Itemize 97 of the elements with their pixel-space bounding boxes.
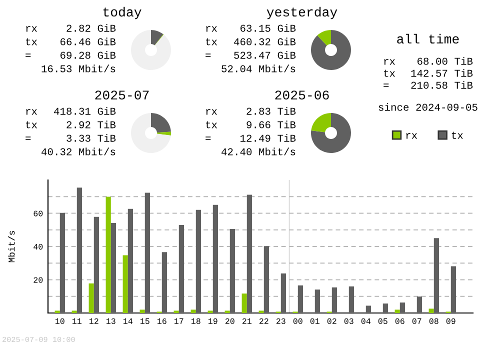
x-tick-label: 17 (174, 318, 184, 324)
bar (144, 192, 150, 313)
x-tick-label: 00 (293, 318, 302, 324)
y-axis-title: Mbit/s (8, 230, 15, 262)
text: rx 418.31 GiB (26, 107, 116, 115)
text: since 2024-09-05 (378, 103, 478, 111)
chart-title: 2025-07 (95, 90, 149, 100)
bar (246, 194, 252, 313)
text: = 210.58 TiB (384, 81, 473, 89)
y-tick-label: 20 (34, 277, 43, 283)
x-tick-label: 05 (378, 318, 388, 324)
bar (434, 238, 439, 313)
legend-label: tx (452, 132, 463, 139)
chart-title: 2025-06 (275, 90, 329, 100)
text: rx 2.82 GiB (26, 24, 116, 32)
chart-title: today (103, 6, 142, 20)
text: tx 2.92 TiB (26, 120, 116, 128)
donut-slice (311, 30, 351, 70)
bar (450, 266, 456, 313)
donut-slice (131, 30, 171, 70)
bar (88, 283, 94, 313)
bar (242, 294, 247, 313)
bar (298, 285, 303, 313)
bar (314, 290, 320, 313)
bar (128, 208, 133, 313)
x-tick-label: 21 (242, 318, 252, 324)
text: = 523.47 GiB (206, 51, 296, 59)
text: rx 63.15 GiB (206, 24, 296, 32)
x-tick-label: 04 (361, 318, 370, 324)
x-tick-label: 11 (72, 318, 82, 324)
text: rx 2.83 TiB (206, 107, 296, 115)
x-tick-label: 18 (192, 318, 200, 324)
donut-slice (317, 30, 331, 46)
text: 40.32 Mbit/s (42, 148, 116, 156)
bar (280, 273, 286, 313)
bar (416, 296, 422, 313)
bar (196, 210, 201, 313)
bar (264, 246, 269, 313)
bar (230, 229, 235, 313)
donut-slice (154, 34, 164, 46)
bar (162, 252, 167, 313)
x-tick-label: 23 (276, 318, 286, 324)
text: = 12.49 TiB (206, 134, 296, 142)
text: tx 66.46 GiB (26, 38, 116, 46)
bar (212, 204, 218, 313)
bar (190, 310, 196, 313)
bar (394, 310, 400, 313)
donut-slice (156, 132, 171, 136)
donut-slice (151, 30, 164, 46)
x-tick-label: 14 (124, 318, 132, 324)
bar (178, 225, 184, 313)
bar (366, 306, 371, 313)
text: 42.40 Mbit/s (222, 148, 296, 156)
donut-slice (311, 113, 331, 132)
y-tick-label: 60 (34, 210, 43, 216)
x-tick-label: 09 (446, 318, 456, 324)
donut-slice (131, 113, 171, 153)
chart-title: yesterday (266, 6, 338, 20)
x-tick-label: 22 (259, 318, 268, 324)
bar (348, 286, 354, 313)
text: = 69.28 GiB (26, 51, 116, 59)
bar (428, 308, 434, 313)
bar (106, 196, 111, 313)
bar (60, 212, 65, 313)
text: 16.53 Mbit/s (42, 64, 116, 72)
x-tick-label: 12 (90, 318, 98, 324)
x-tick-label: 10 (56, 318, 64, 324)
bar (94, 216, 99, 313)
bar (110, 223, 116, 313)
bar (140, 310, 145, 313)
y-tick-label: 40 (34, 244, 43, 250)
bar (332, 287, 337, 313)
text: all time (397, 34, 459, 44)
bar (400, 302, 405, 313)
text: 52.04 Mbit/s (222, 64, 296, 72)
x-tick-label: 19 (208, 318, 218, 324)
x-tick-label: 01 (310, 318, 320, 324)
text: = 3.33 TiB (26, 134, 116, 142)
text: tx 460.32 GiB (206, 38, 296, 46)
legend-label: rx (406, 133, 418, 139)
bar (122, 255, 128, 313)
x-tick-label: 03 (344, 318, 354, 324)
text: tx 9.66 TiB (206, 120, 296, 128)
x-tick-label: 15 (140, 318, 150, 324)
x-tick-label: 06 (395, 318, 404, 324)
x-tick-label: 07 (412, 318, 422, 324)
text: rx 68.00 TiB (384, 57, 473, 65)
x-tick-label: 13 (106, 318, 116, 324)
text: tx 142.57 TiB (384, 69, 473, 77)
bar (382, 304, 388, 313)
bar (76, 188, 82, 313)
x-tick-label: 20 (225, 318, 234, 324)
donut-slice (311, 113, 351, 153)
x-tick-label: 16 (158, 318, 166, 324)
donut-slice (151, 113, 171, 133)
x-tick-label: 08 (429, 318, 438, 324)
x-tick-label: 02 (327, 318, 336, 324)
